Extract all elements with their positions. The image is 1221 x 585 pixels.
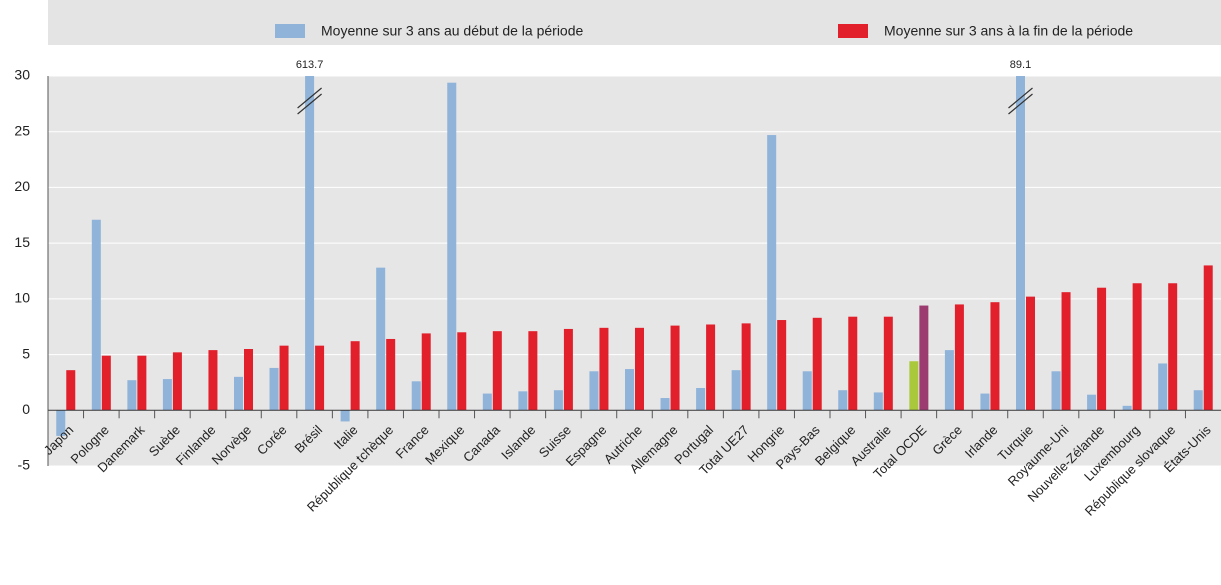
bar (919, 305, 929, 411)
axis-break (297, 93, 322, 115)
bar (1193, 390, 1203, 411)
bar (1051, 371, 1061, 411)
legend-label: Moyenne sur 3 ans à la fin de la période (884, 23, 1133, 39)
y-tick-label: 5 (22, 345, 30, 361)
bar (1097, 287, 1107, 411)
bar (340, 410, 350, 422)
bar (812, 317, 822, 411)
y-tick-label: 15 (14, 234, 30, 250)
bar (731, 370, 741, 411)
y-tick-label: 10 (14, 290, 30, 306)
bar (767, 135, 777, 411)
bar (589, 371, 599, 411)
bar (848, 316, 858, 411)
bar (244, 349, 253, 411)
bar (741, 323, 751, 411)
bar (1016, 76, 1025, 411)
bar (482, 393, 492, 411)
bar (883, 316, 893, 411)
bar (279, 345, 289, 411)
legend-swatch (838, 24, 868, 38)
bar (802, 371, 812, 411)
bar (91, 219, 101, 411)
bar (706, 324, 716, 411)
axis-break (1008, 93, 1033, 115)
bar (56, 410, 66, 436)
bar (457, 332, 467, 411)
bar (411, 381, 421, 411)
axis-break (1008, 87, 1033, 109)
bar (1087, 394, 1097, 411)
bar (980, 393, 990, 411)
bar (696, 388, 706, 411)
bar (66, 370, 76, 411)
bar (162, 379, 172, 411)
bar (421, 333, 431, 411)
bar (1122, 405, 1132, 411)
bar (1168, 283, 1178, 411)
bar (1158, 363, 1168, 411)
y-tick-label: -5 (18, 457, 31, 473)
bar (599, 327, 609, 411)
bar (447, 82, 457, 411)
bar (350, 341, 360, 411)
bar (909, 361, 919, 411)
bar (269, 367, 279, 411)
plot-background (48, 76, 1221, 466)
bar (492, 331, 502, 411)
bar (1132, 283, 1142, 411)
bar (376, 267, 386, 411)
bar (137, 355, 147, 411)
bar (670, 325, 680, 411)
y-tick-label: 20 (14, 178, 30, 194)
bar (990, 302, 1000, 411)
bar (305, 76, 315, 411)
legend-label: Moyenne sur 3 ans au début de la période (321, 23, 584, 39)
bar (1061, 292, 1071, 411)
bar (518, 391, 528, 411)
axis-break (297, 87, 322, 109)
bar (954, 304, 964, 411)
bar (660, 398, 670, 411)
y-tick-label: 30 (14, 67, 30, 83)
bar (1203, 265, 1213, 411)
bar (635, 327, 644, 411)
bar (208, 350, 218, 411)
bar (1026, 296, 1035, 411)
bar (777, 320, 787, 411)
bar (838, 390, 848, 411)
bar (234, 376, 243, 411)
bar (101, 355, 111, 411)
value-label: 89.1 (1010, 59, 1031, 71)
bar (873, 392, 883, 411)
y-tick-label: 0 (22, 401, 30, 417)
bar (386, 338, 396, 411)
bar (563, 328, 573, 411)
y-tick-label: 25 (14, 122, 30, 138)
value-label: 613.7 (296, 59, 324, 71)
bar (553, 390, 563, 411)
bar (127, 380, 137, 411)
bar (625, 369, 634, 411)
legend-swatch (275, 24, 305, 38)
bar (944, 350, 954, 411)
legend-background (48, 0, 1221, 45)
bar (528, 331, 538, 411)
bar (172, 352, 182, 411)
bar (315, 345, 325, 411)
